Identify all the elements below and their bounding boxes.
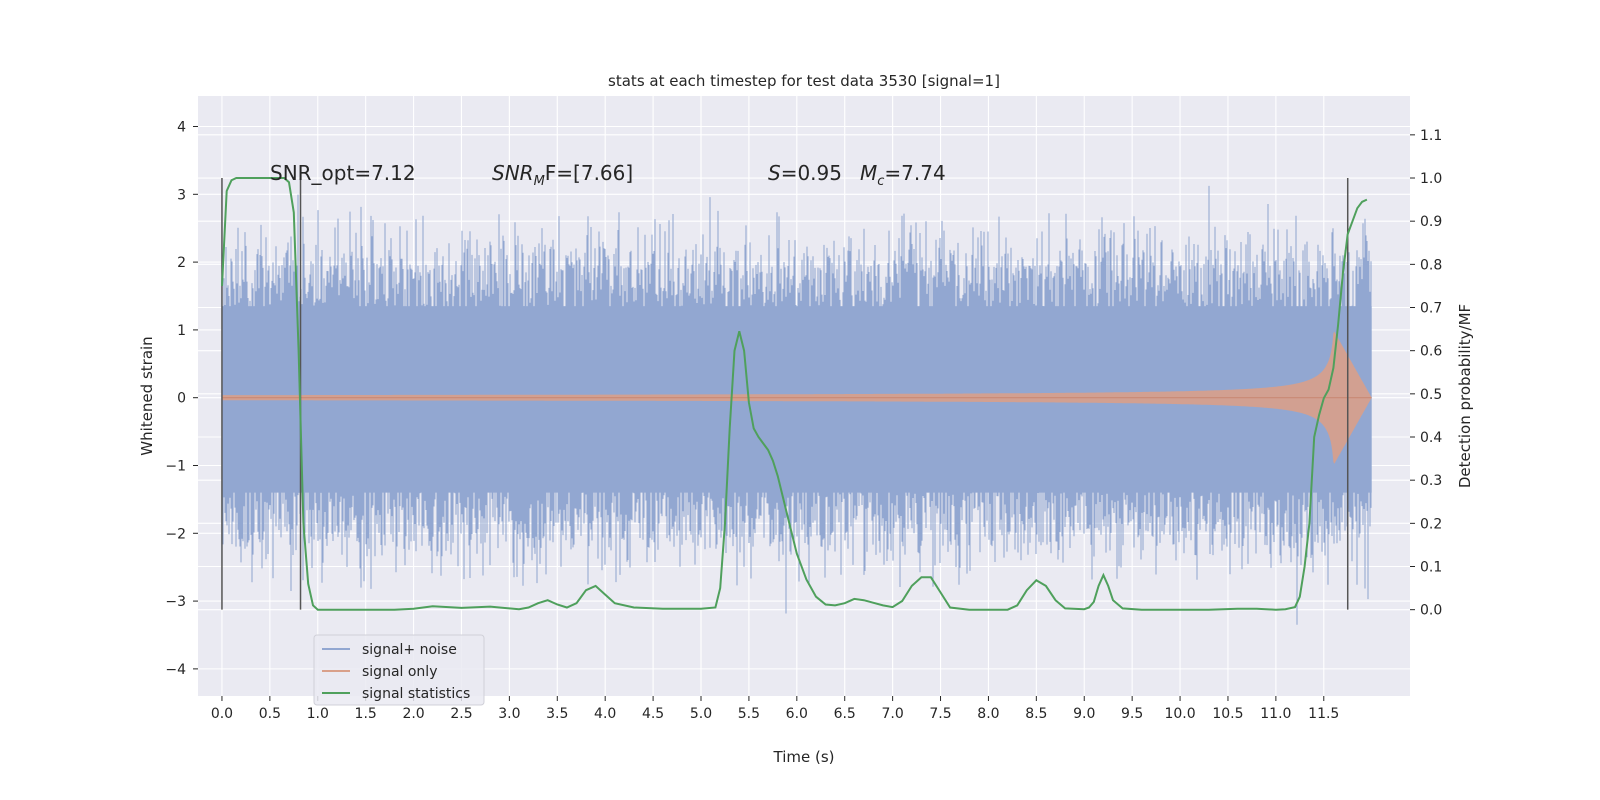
chart-title: stats at each timestep for test data 353… [608, 72, 1000, 90]
statistics-line [221, 177, 1368, 611]
y-left-tick-label: −1 [165, 458, 186, 474]
x-tick-label: 10.0 [1164, 706, 1195, 722]
y-left-tick-label: 3 [177, 187, 186, 203]
annotation-s-label: S [768, 161, 781, 185]
y-axis-left-ticks: −4 −3 −2 −1 0 1 2 3 4 [165, 120, 198, 678]
y-left-tick-label: 2 [177, 255, 186, 271]
y-left-tick-label: −2 [165, 526, 186, 542]
x-tick-label: 2.0 [402, 706, 424, 722]
x-tick-label: 9.5 [1121, 706, 1143, 722]
x-tick-label: 9.0 [1073, 706, 1095, 722]
x-axis-ticks: 0.0 0.5 1.0 1.5 2.0 2.5 3.0 3.5 4.0 4.5 5.0 5.5 6.0 6… [211, 696, 1339, 722]
annotation-mc-value: =7.74 [884, 161, 945, 185]
legend: signal+ noise signal only signal statistic… [313, 634, 485, 706]
annotation-snr-opt: SNR_opt=7.12 [270, 161, 416, 185]
annotation-snr-mf-sub: M [534, 174, 545, 189]
annotations: SNR_opt=7.12 SNRMF=[7.66] S=0.95 Mc=7.74 [270, 161, 946, 189]
x-tick-label: 8.0 [977, 706, 999, 722]
x-tick-label: 8.5 [1025, 706, 1047, 722]
x-tick-label: 6.5 [834, 706, 856, 722]
x-tick-label: 0.5 [259, 706, 281, 722]
signal-statistics-series [221, 177, 1368, 611]
y-right-tick-label: 0.2 [1420, 516, 1442, 532]
y-left-tick-label: 4 [177, 120, 186, 136]
y-right-tick-label: 0.5 [1420, 387, 1442, 403]
y-right-tick-label: 0.3 [1420, 473, 1442, 489]
x-tick-label: 1.0 [307, 706, 329, 722]
x-tick-label: 7.0 [881, 706, 903, 722]
annotation-mc-label: M [860, 161, 877, 185]
annotation-snr-mf: SNRMF=[7.66] [492, 161, 633, 189]
legend-label: signal only [362, 664, 437, 680]
annotation-s: S=0.95 [768, 161, 842, 185]
y-axis-left-label: Whitened strain [138, 336, 156, 455]
y-right-tick-label: 1.1 [1420, 128, 1442, 144]
y-left-tick-label: 0 [177, 391, 186, 407]
y-right-tick-label: 1.0 [1420, 171, 1442, 187]
x-tick-label: 3.0 [498, 706, 520, 722]
y-right-tick-label: 0.8 [1420, 257, 1442, 273]
x-tick-label: 5.0 [690, 706, 712, 722]
y-left-tick-label: −3 [165, 594, 186, 610]
x-tick-label: 2.5 [450, 706, 472, 722]
y-axis-right-ticks: 0.0 0.1 0.2 0.3 0.4 0.5 0.6 0.7 0.8 0.9 1.0 1.1 [1410, 128, 1442, 619]
signal-only-series [221, 331, 1372, 464]
x-tick-label: 1.5 [355, 706, 377, 722]
x-tick-label: 4.0 [594, 706, 616, 722]
y-right-tick-label: 0.9 [1420, 214, 1442, 230]
x-tick-label: 7.5 [929, 706, 951, 722]
legend-label: signal statistics [362, 686, 470, 702]
y-axis-right-label: Detection probability/MF [1456, 304, 1474, 488]
annotation-snr-mf-value: F=[7.66] [545, 161, 633, 185]
x-tick-label: 4.5 [642, 706, 664, 722]
x-tick-label: 3.5 [546, 706, 568, 722]
x-tick-label: 10.5 [1212, 706, 1243, 722]
legend-label: signal+ noise [362, 642, 457, 658]
y-left-tick-label: −4 [165, 662, 186, 678]
x-tick-label: 11.0 [1260, 706, 1291, 722]
x-tick-label: 0.0 [211, 706, 233, 722]
annotation-snr-mf-base: SNR [492, 161, 534, 185]
annotation-s-value: =0.95 [781, 161, 842, 185]
x-tick-label: 5.5 [738, 706, 760, 722]
y-right-tick-label: 0.4 [1420, 430, 1442, 446]
y-right-tick-label: 0.7 [1420, 301, 1442, 317]
x-axis-label: Time (s) [773, 748, 835, 766]
annotation-mc: Mc=7.74 [860, 161, 946, 189]
y-right-tick-label: 0.0 [1420, 603, 1442, 619]
x-tick-label: 6.0 [786, 706, 808, 722]
x-tick-label: 11.5 [1308, 706, 1339, 722]
y-left-tick-label: 1 [177, 323, 186, 339]
annotation-mc-sub: c [877, 174, 884, 189]
y-right-tick-label: 0.1 [1420, 560, 1442, 576]
legend-box [313, 634, 485, 706]
y-right-tick-label: 0.6 [1420, 344, 1442, 360]
